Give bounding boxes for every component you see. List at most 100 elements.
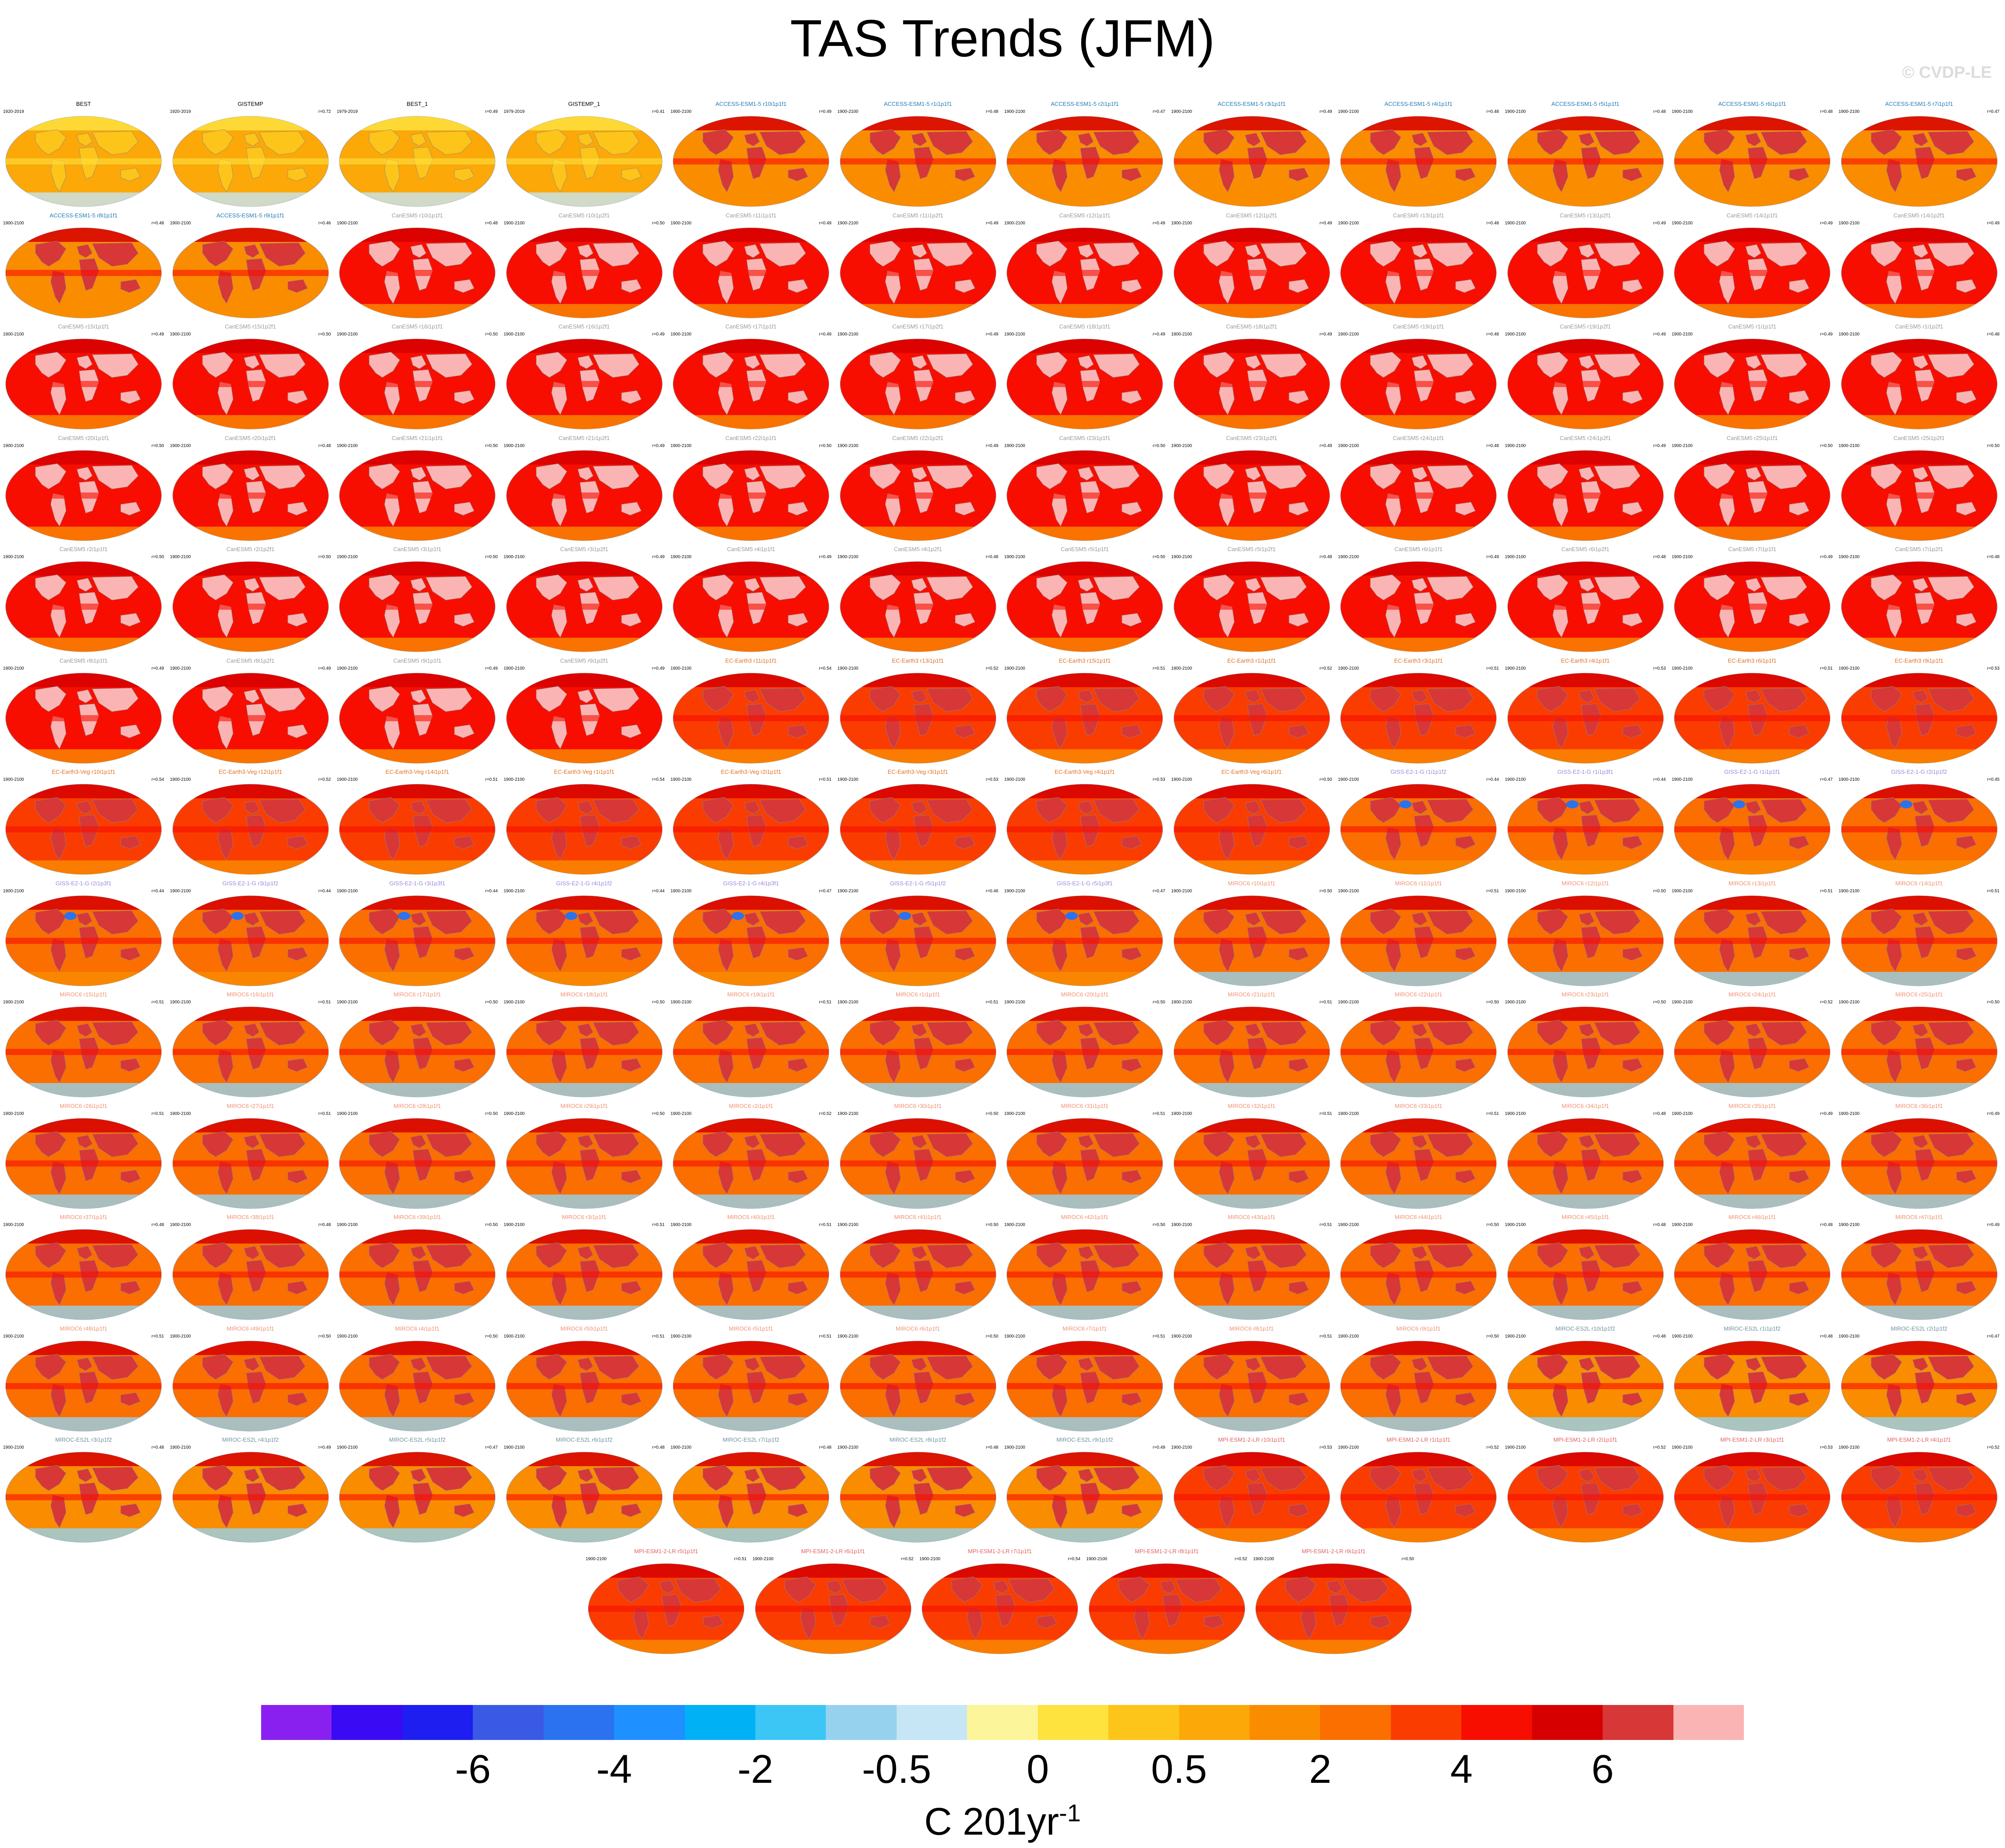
map-panel: MPI-ESM1-2-LR r6i1p1f1 1900-2100 r=0.52	[752, 1548, 915, 1656]
panel-title: CanESM5 r2i1p2f1	[226, 546, 275, 552]
north-america	[702, 352, 734, 378]
equatorial-band	[339, 381, 495, 387]
europe	[1745, 1468, 1761, 1482]
colorbar-tick-label: 4	[1450, 1747, 1473, 1792]
australia	[287, 724, 308, 738]
asia	[1927, 1021, 1974, 1046]
map-graphic	[5, 561, 162, 652]
map-features	[840, 116, 996, 206]
southern-ocean	[1507, 1194, 1663, 1209]
arctic-region	[673, 673, 829, 687]
panel-period: 1900-2100	[1171, 1111, 1192, 1116]
panel-title: MIROC6 r30i1p1f1	[894, 1102, 942, 1109]
asia	[592, 1133, 639, 1157]
panel-correlation: r=0.44	[485, 888, 498, 894]
arctic-region	[1007, 784, 1163, 798]
panel-correlation: r=0.50	[485, 1111, 498, 1116]
map-panel: MIROC-ES2L r3i1p1f2 1900-2100 r=0.48	[2, 1436, 165, 1545]
map-graphic	[1841, 673, 1997, 763]
southern-ocean	[1089, 1639, 1245, 1654]
panel-title: MIROC6 r25i1p1f1	[1895, 991, 1943, 998]
map-graphic	[1841, 1452, 1997, 1543]
panel-period: 1900-2100	[1672, 443, 1693, 448]
europe	[1745, 578, 1761, 592]
panel-title: CanESM5 r5i1p1f1	[1061, 546, 1109, 552]
panel-correlation: r=0.48	[1653, 109, 1666, 114]
map-features	[1341, 895, 1496, 986]
map-graphic	[840, 673, 996, 763]
panel-correlation: r=0.50	[652, 220, 665, 226]
australia	[454, 613, 475, 627]
southern-ocean	[1341, 1306, 1496, 1320]
map-panel: CanESM5 r15i1p1f1 1900-2100 r=0.49	[2, 323, 165, 432]
arctic-region	[1341, 450, 1496, 465]
europe	[410, 800, 426, 814]
australia	[1789, 1503, 1809, 1517]
asia	[1427, 1467, 1474, 1491]
north-america	[870, 797, 901, 823]
europe	[577, 244, 594, 258]
panel-correlation: r=0.50	[1653, 888, 1666, 894]
panel-correlation: r=0.52	[1234, 1556, 1247, 1562]
map-panel: EC-Earth3 r4i1p1f1 1900-2100 r=0.53	[1504, 657, 1667, 766]
map-panel: CanESM5 r5i1p2f1 1900-2100 r=0.48	[1170, 546, 1333, 654]
map-graphic	[506, 1006, 662, 1097]
southern-ocean	[339, 192, 495, 206]
southern-ocean	[1007, 1306, 1163, 1320]
north-america	[1203, 574, 1235, 601]
equatorial-band	[673, 604, 829, 610]
panel-correlation: r=0.54	[819, 666, 831, 671]
map-features	[1507, 1230, 1663, 1320]
southern-ocean	[1007, 860, 1163, 874]
southern-ocean	[840, 415, 996, 429]
europe	[1745, 133, 1761, 147]
map-graphic	[172, 1006, 328, 1097]
southern-ocean	[840, 304, 996, 318]
map-panel: MIROC-ES2L r7i1p1f2 1900-2100 r=0.48	[670, 1436, 832, 1545]
panel-period: 1900-2100	[1505, 1445, 1526, 1450]
equatorial-band	[1341, 715, 1496, 721]
arctic-region	[339, 1452, 495, 1466]
equatorial-band	[172, 492, 328, 499]
north-america	[1203, 241, 1235, 266]
panel-period: 1900-2100	[1338, 777, 1359, 782]
arctic-region	[1841, 450, 1997, 465]
map-graphic	[1340, 450, 1497, 541]
europe	[410, 1246, 426, 1260]
colorbar-tick-label: 0	[1027, 1747, 1049, 1792]
panel-title: GISS-E2-1-G r1i1p1f1	[1724, 769, 1780, 775]
north-america	[1537, 686, 1568, 712]
north-america	[785, 1576, 816, 1602]
north-america	[1203, 908, 1235, 934]
asia	[1760, 242, 1807, 266]
europe	[1578, 133, 1595, 147]
map-graphic	[840, 227, 996, 318]
panel-correlation: r=0.51	[485, 777, 498, 782]
panel-correlation: r=0.52	[1319, 666, 1332, 671]
panel-period: 1900-2100	[1004, 888, 1025, 894]
map-features	[1341, 1341, 1496, 1431]
north-america	[1036, 129, 1068, 155]
arctic-region	[1341, 673, 1496, 687]
australia	[1956, 1170, 1977, 1183]
europe	[410, 1135, 426, 1148]
asia	[1260, 353, 1307, 378]
map-panel: EC-Earth3 r9i1p1f1 1900-2100 r=0.53	[1838, 657, 2001, 766]
europe	[243, 912, 260, 926]
equatorial-band	[673, 1160, 829, 1167]
map-features	[1507, 1118, 1663, 1209]
australia	[1289, 1170, 1309, 1183]
map-graphic	[840, 561, 996, 652]
arctic-region	[673, 784, 829, 798]
europe	[1078, 1468, 1094, 1482]
panel-correlation: r=0.51	[1486, 1111, 1499, 1116]
map-panel: CanESM5 r2i1p2f1 1900-2100 r=0.50	[169, 546, 332, 654]
map-graphic	[673, 339, 829, 430]
arctic-region	[1007, 1118, 1163, 1132]
arctic-region	[1674, 784, 1830, 798]
australia	[1956, 947, 1977, 961]
europe	[1912, 578, 1928, 592]
panel-title: CanESM5 r20i1p2f1	[224, 434, 276, 441]
arctic-region	[339, 895, 495, 910]
north-america	[1036, 686, 1068, 712]
